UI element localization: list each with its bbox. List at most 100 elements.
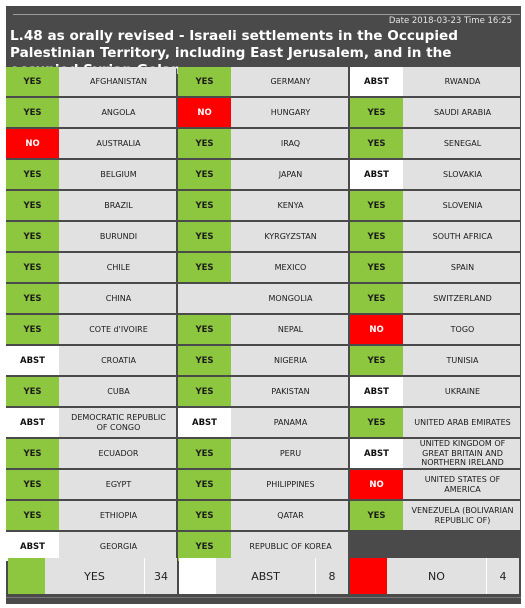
- total-no: NO 4: [350, 558, 519, 594]
- country-name: CHINA: [61, 284, 176, 313]
- country-name: UKRAINE: [405, 377, 520, 406]
- vote-row: YES CHILE: [6, 253, 176, 282]
- country-name: GERMANY: [233, 67, 348, 96]
- vote-row: YES SWITZERLAND: [350, 284, 520, 313]
- country-name: SLOVAKIA: [405, 160, 520, 189]
- vote-badge: ABST: [178, 408, 231, 437]
- country-name: QATAR: [233, 501, 348, 530]
- total-label: NO: [428, 569, 445, 583]
- vote-badge: YES: [178, 346, 231, 375]
- country-name: AFGHANISTAN: [61, 67, 176, 96]
- vote-badge: YES: [6, 315, 59, 344]
- country-name: UNITED KINGDOM OF GREAT BRITAIN AND NORT…: [405, 439, 520, 468]
- country-name: PAKISTAN: [233, 377, 348, 406]
- vote-badge: YES: [350, 222, 403, 251]
- vote-badge: YES: [6, 222, 59, 251]
- vote-badge: YES: [178, 129, 231, 158]
- vote-badge: ABST: [350, 439, 403, 468]
- country-name: CROATIA: [61, 346, 176, 375]
- vote-badge: YES: [6, 253, 59, 282]
- country-name: PANAMA: [233, 408, 348, 437]
- vote-badge: YES: [6, 501, 59, 530]
- vote-row: YES JAPAN: [178, 160, 348, 189]
- vote-row: YES SAUDI ARABIA: [350, 98, 520, 127]
- country-name: RWANDA: [405, 67, 520, 96]
- vote-badge: ABST: [350, 67, 403, 96]
- vote-row: ABST UNITED KINGDOM OF GREAT BRITAIN AND …: [350, 439, 520, 468]
- vote-badge: YES: [350, 253, 403, 282]
- vote-row: ABST GEORGIA: [6, 532, 176, 561]
- vote-row: ABST DEMOCRATIC REPUBLIC OF CONGO: [6, 408, 176, 437]
- total-count: 8: [315, 558, 348, 594]
- vote-badge: YES: [350, 501, 403, 530]
- vote-row: YES REPUBLIC OF KOREA: [178, 532, 348, 561]
- vote-row: NO HUNGARY: [178, 98, 348, 127]
- country-name: SPAIN: [405, 253, 520, 282]
- vote-badge: ABST: [350, 160, 403, 189]
- vote-badge: YES: [350, 98, 403, 127]
- vote-badge: NO: [350, 315, 403, 344]
- vote-row: YES SOUTH AFRICA: [350, 222, 520, 251]
- vote-badge: ABST: [6, 532, 59, 561]
- country-name: GEORGIA: [61, 532, 176, 561]
- vote-row: YES SLOVENIA: [350, 191, 520, 220]
- vote-row: YES GERMANY: [178, 67, 348, 96]
- vote-badge: YES: [178, 501, 231, 530]
- vote-row: YES BURUNDI: [6, 222, 176, 251]
- date-time: Date 2018-03-23 Time 16:25: [389, 16, 512, 26]
- vote-badge: YES: [178, 222, 231, 251]
- vote-badge: YES: [6, 377, 59, 406]
- country-name: HUNGARY: [233, 98, 348, 127]
- country-name: BURUNDI: [61, 222, 176, 251]
- vote-badge: YES: [6, 191, 59, 220]
- total-swatch: [350, 558, 387, 594]
- country-name: ANGOLA: [61, 98, 176, 127]
- vote-badge: ABST: [6, 346, 59, 375]
- country-name: SOUTH AFRICA: [405, 222, 520, 251]
- vote-badge: NO: [178, 98, 231, 127]
- country-name: BELGIUM: [61, 160, 176, 189]
- vote-badge: YES: [178, 191, 231, 220]
- header-divider: [13, 14, 520, 15]
- country-name: AUSTRALIA: [61, 129, 176, 158]
- vote-row: ABST RWANDA: [350, 67, 520, 96]
- vote-badge: YES: [178, 470, 231, 499]
- vote-row: YES BRAZIL: [6, 191, 176, 220]
- vote-row: YES ECUADOR: [6, 439, 176, 468]
- vote-badge: YES: [178, 253, 231, 282]
- vote-row: YES NEPAL: [178, 315, 348, 344]
- vote-row: ABST UKRAINE: [350, 377, 520, 406]
- country-name: EGYPT: [61, 470, 176, 499]
- total-label: ABST: [251, 569, 280, 583]
- country-name: IRAQ: [233, 129, 348, 158]
- vote-row: MONGOLIA: [178, 284, 348, 313]
- vote-badge: YES: [6, 470, 59, 499]
- country-name: DEMOCRATIC REPUBLIC OF CONGO: [61, 408, 176, 437]
- total-count: 4: [486, 558, 519, 594]
- country-name: PHILIPPINES: [233, 470, 348, 499]
- country-name: CUBA: [61, 377, 176, 406]
- date-label: Date 2018-03-23: [388, 16, 462, 26]
- vote-badge: YES: [6, 98, 59, 127]
- total-abst: ABST 8: [179, 558, 348, 594]
- vote-badge: ABST: [350, 377, 403, 406]
- footer-divider: [6, 597, 521, 598]
- country-name: REPUBLIC OF KOREA: [233, 532, 348, 561]
- vote-badge: YES: [350, 408, 403, 437]
- vote-row: YES CUBA: [6, 377, 176, 406]
- total-swatch: [179, 558, 216, 594]
- vote-badge: YES: [350, 129, 403, 158]
- country-name: VENEZUELA (BOLIVARIAN REPUBLIC OF): [405, 501, 520, 530]
- vote-badge: ABST: [6, 408, 59, 437]
- vote-row: YES AFGHANISTAN: [6, 67, 176, 96]
- votes-grid: YES AFGHANISTAN YES ANGOLA NO AUSTRALIA YES BEL…: [6, 67, 521, 592]
- vote-badge: YES: [6, 439, 59, 468]
- vote-row: YES QATAR: [178, 501, 348, 530]
- vote-row: YES PHILIPPINES: [178, 470, 348, 499]
- vote-badge: YES: [350, 346, 403, 375]
- vote-badge: NO: [6, 129, 59, 158]
- country-name: ETHIOPIA: [61, 501, 176, 530]
- country-name: JAPAN: [233, 160, 348, 189]
- vote-row: YES SPAIN: [350, 253, 520, 282]
- vote-row: YES ANGOLA: [6, 98, 176, 127]
